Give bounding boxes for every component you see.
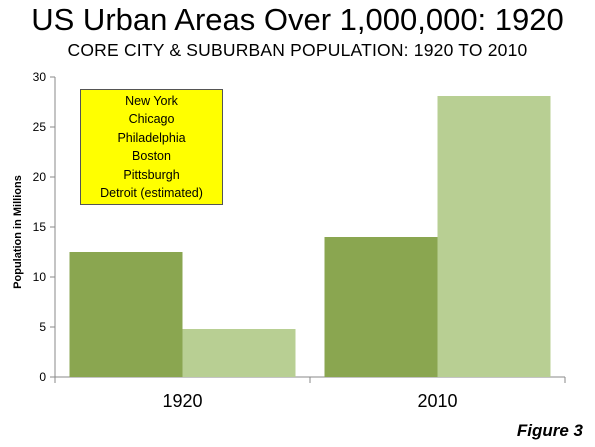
y-tick-label: 5: [39, 320, 46, 334]
y-tick-label: 25: [33, 120, 47, 134]
x-tick-label: 1920: [162, 391, 202, 411]
bar: [182, 329, 296, 377]
figure-label: Figure 3: [516, 421, 583, 440]
y-tick-label: 30: [33, 70, 47, 84]
y-tick-label: 0: [39, 370, 46, 384]
city-list-item: Pittsburgh: [123, 167, 180, 182]
city-list-item: Boston: [132, 149, 171, 163]
y-tick-label: 15: [33, 220, 47, 234]
chart-title: US Urban Areas Over 1,000,000: 1920: [31, 2, 564, 37]
city-list-item: Philadelphia: [117, 130, 186, 145]
city-list-item: Chicago: [128, 112, 175, 126]
bar: [437, 96, 551, 377]
city-list-item: New York: [125, 93, 178, 108]
chart-subtitle: CORE CITY & SUBURBAN POPULATION: 1920 TO…: [67, 40, 528, 60]
y-tick-label: 20: [33, 170, 47, 184]
city-list-item: Detroit (estimated): [100, 186, 203, 200]
bar: [69, 252, 183, 377]
city-list-box: New York Chicago Philadelphia Boston Pit…: [80, 89, 223, 205]
y-tick-label: 10: [33, 270, 47, 284]
bar: [324, 237, 438, 377]
x-tick-label: 2010: [417, 391, 457, 411]
